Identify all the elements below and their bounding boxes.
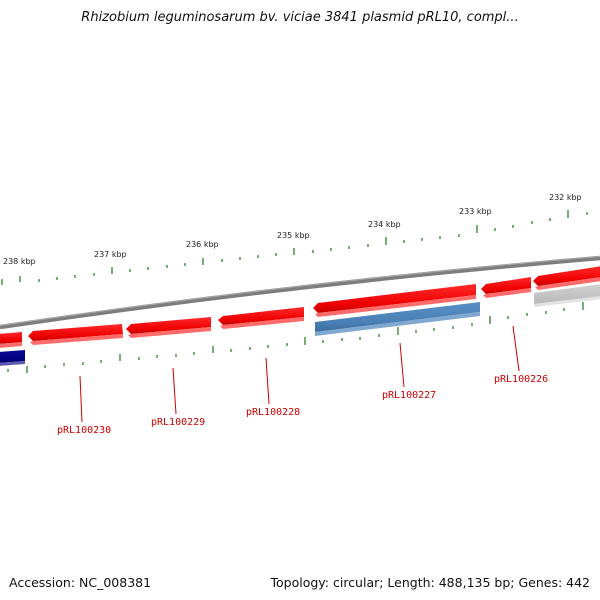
gene-arrow-prl100228[interactable] [218, 307, 304, 329]
gene-label-prl100229[interactable]: pRL100229 [151, 417, 205, 428]
gene-arrow-prl100226[interactable] [481, 277, 531, 298]
map-title: Rhizobium leguminosarum bv. viciae 3841 … [81, 10, 519, 25]
kbp-label: 238 kbp [3, 257, 36, 266]
gene-label-prl100228[interactable]: pRL100228 [246, 407, 300, 418]
kbp-label: 232 kbp [549, 193, 582, 202]
gene-label-prl100227[interactable]: pRL100227 [382, 390, 436, 401]
kbp-label: 236 kbp [186, 240, 219, 249]
accession-text: Accession: NC_008381 [9, 575, 152, 590]
kbp-label: 235 kbp [277, 231, 310, 240]
gene-arrow[interactable] [313, 284, 476, 317]
gene-arrow[interactable] [0, 332, 22, 348]
summary-text: Topology: circular; Length: 488,135 bp; … [270, 575, 591, 590]
backbone-highlight [0, 256, 600, 326]
gene-label-prl100230[interactable]: pRL100230 [57, 425, 111, 436]
kbp-label: 234 kbp [368, 220, 401, 229]
inner-ticks [7, 302, 584, 373]
backbone-track [0, 255, 600, 330]
gene-arrow[interactable] [533, 266, 600, 290]
gene-arrow-prl100229[interactable] [126, 317, 211, 338]
gene-arrow-prl100230[interactable] [28, 324, 123, 345]
outer-ticks [1, 210, 588, 285]
kbp-label: 237 kbp [94, 250, 127, 259]
kbp-label: 233 kbp [459, 207, 492, 216]
gene-arrow[interactable] [534, 284, 600, 307]
gene-arrow-prl100227[interactable] [315, 302, 480, 336]
gene-label-leaders [79, 325, 520, 423]
gene-arrow[interactable] [0, 350, 25, 366]
gene-label-prl100226[interactable]: pRL100226 [494, 374, 548, 385]
